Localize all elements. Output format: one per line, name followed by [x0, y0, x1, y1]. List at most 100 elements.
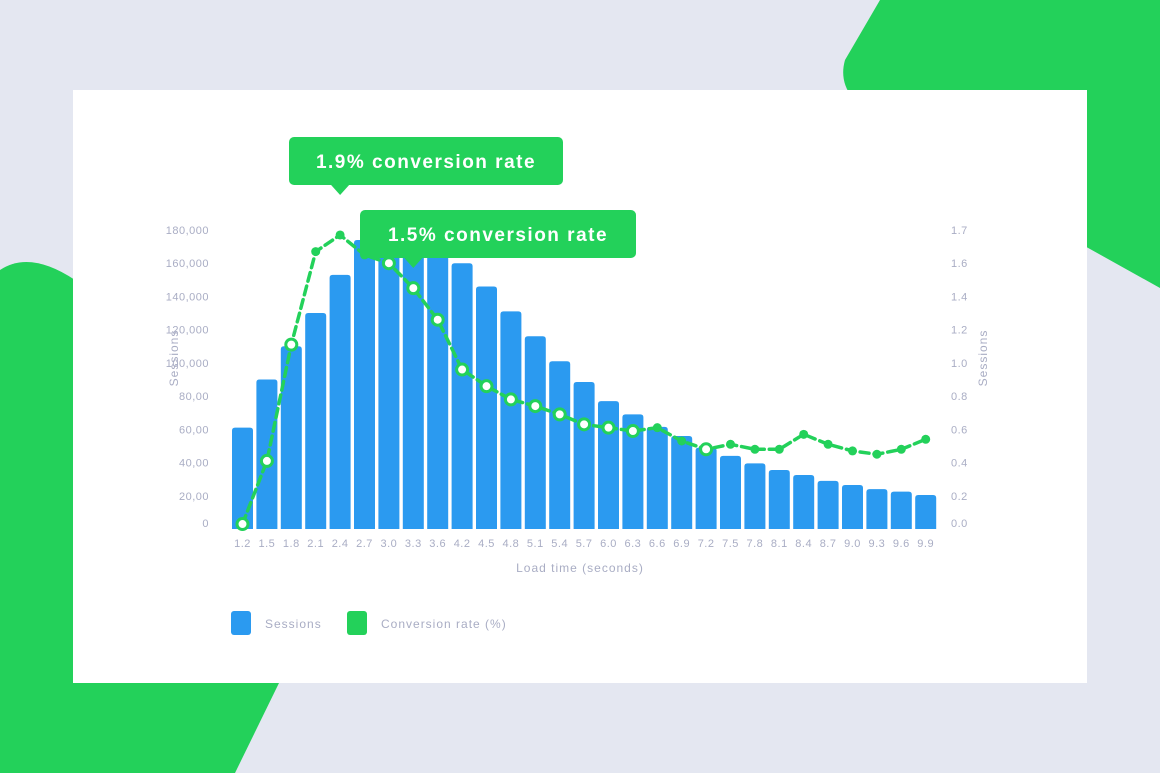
- conversion-point: [652, 423, 662, 433]
- callout: 1.5% conversion rate: [360, 210, 636, 268]
- y-right-tick-labels: 0.0 0.2 0.4 0.6 0.8 1.0 1.2 1.4 1.6 1.7: [951, 225, 968, 530]
- callout-box: [360, 210, 636, 258]
- y-right-tick-label: 1.7: [951, 225, 968, 237]
- x-tick-label: 7.8: [747, 538, 764, 550]
- bar: [671, 435, 693, 529]
- x-tick-label: 9.0: [844, 538, 861, 550]
- bar: [890, 491, 912, 529]
- x-tick-label: 4.5: [478, 538, 495, 550]
- bars: [232, 236, 937, 530]
- x-tick-label: 6.9: [673, 538, 690, 550]
- chart-card: 0 20,00 40,00 60,00 80,00 100,000 120,000 140,0…: [73, 90, 1087, 683]
- x-tick-label: 3.3: [405, 538, 422, 550]
- conversion-point: [552, 407, 567, 422]
- bar: [402, 238, 424, 530]
- y-right-tick-label: 0.0: [951, 518, 968, 530]
- conversion-point: [699, 442, 714, 457]
- y-left-tick-label: 180,000: [166, 225, 209, 237]
- y-left-tick-label: 0: [202, 518, 209, 530]
- y-right-tick-label: 0.8: [951, 391, 968, 403]
- x-tick-label: 3.6: [429, 538, 446, 550]
- bar: [695, 447, 717, 529]
- x-tick-label: 6.0: [600, 538, 617, 550]
- conversion-point: [577, 417, 592, 432]
- x-tick-label: 4.2: [454, 538, 471, 550]
- callout-pointer: [404, 258, 423, 268]
- x-tick-label: 5.7: [576, 538, 593, 550]
- x-tick-label: 8.4: [795, 538, 812, 550]
- x-tick-label: 6.3: [625, 538, 642, 550]
- x-tick-label: 7.2: [698, 538, 715, 550]
- conversion-point: [455, 362, 470, 377]
- y-right-tick-label: 1.4: [951, 291, 968, 303]
- y-left-tick-label: 100,000: [166, 358, 209, 370]
- conversion-point: [528, 399, 543, 414]
- bar: [720, 455, 741, 529]
- bar: [232, 427, 253, 529]
- callout-text: 1.5% conversion rate: [388, 225, 608, 246]
- legend-swatch-sessions: [231, 611, 251, 635]
- bar: [842, 484, 863, 529]
- y-right-tick-label: 1.2: [951, 325, 968, 337]
- conversion-point: [726, 439, 735, 449]
- conversion-point: [601, 420, 616, 435]
- bar: [524, 336, 546, 529]
- conversion-point: [235, 517, 250, 532]
- x-tick-label: 6.6: [649, 538, 666, 550]
- y-right-tick-label: 0.4: [951, 458, 968, 470]
- y-left-tick-label: 40,00: [179, 458, 209, 470]
- legend-label-conversion: Conversion rate (%): [381, 617, 507, 631]
- x-tick-label: 7.5: [722, 538, 739, 550]
- x-tick-label: 9.6: [893, 538, 910, 550]
- conversion-point: [750, 444, 760, 454]
- callout-pointer: [331, 185, 350, 195]
- bar: [354, 239, 375, 529]
- conversion-point: [479, 379, 494, 394]
- bar: [476, 286, 497, 529]
- conversion-point: [430, 312, 445, 327]
- x-tick-label: 2.1: [307, 538, 324, 550]
- bar: [817, 480, 839, 529]
- conversion-point: [677, 436, 687, 446]
- y-right-tick-label: 1.6: [951, 258, 968, 270]
- bar: [378, 236, 400, 529]
- conversion-point: [872, 449, 882, 459]
- y-right-tick-label: 0.6: [951, 424, 968, 436]
- x-tick-label: 8.7: [820, 538, 837, 550]
- conversion-point: [503, 392, 518, 407]
- y-left-tick-label: 20,00: [179, 491, 209, 503]
- conversion-point: [335, 230, 345, 240]
- bar: [500, 311, 522, 529]
- bar: [744, 463, 766, 529]
- conversion-point: [921, 434, 931, 444]
- conversion-point: [799, 429, 809, 439]
- bar: [573, 381, 595, 529]
- y-left-tick-label: 60,00: [179, 424, 209, 436]
- legend-label-sessions: Sessions: [265, 617, 322, 631]
- bar: [427, 241, 449, 529]
- conversion-point: [259, 453, 274, 468]
- bar: [768, 470, 790, 529]
- x-tick-label: 1.5: [259, 538, 276, 550]
- x-axis-title: Load time (seconds): [516, 561, 644, 575]
- conversion-point: [823, 439, 833, 449]
- bar: [329, 274, 351, 529]
- bar: [451, 263, 473, 529]
- bar: [866, 489, 888, 529]
- bar: [280, 346, 302, 529]
- x-tick-label: 2.7: [356, 538, 373, 550]
- callout: 1.9% conversion rate: [289, 137, 563, 195]
- x-tick-label: 1.8: [283, 538, 300, 550]
- callout-box: [289, 137, 563, 185]
- legend: Sessions Conversion rate (%): [231, 611, 507, 635]
- conversion-point: [625, 423, 640, 438]
- callouts: 1.9% conversion rate 1.5% conversion rate: [289, 137, 636, 268]
- y-right-axis-title: Sessions: [976, 330, 990, 387]
- x-tick-label: 1.2: [234, 538, 251, 550]
- bar: [598, 401, 619, 529]
- callout-text: 1.9% conversion rate: [316, 152, 536, 173]
- conversion-point: [774, 444, 784, 454]
- bar: [646, 426, 668, 529]
- conversion-point: [406, 281, 421, 296]
- bar: [622, 414, 644, 529]
